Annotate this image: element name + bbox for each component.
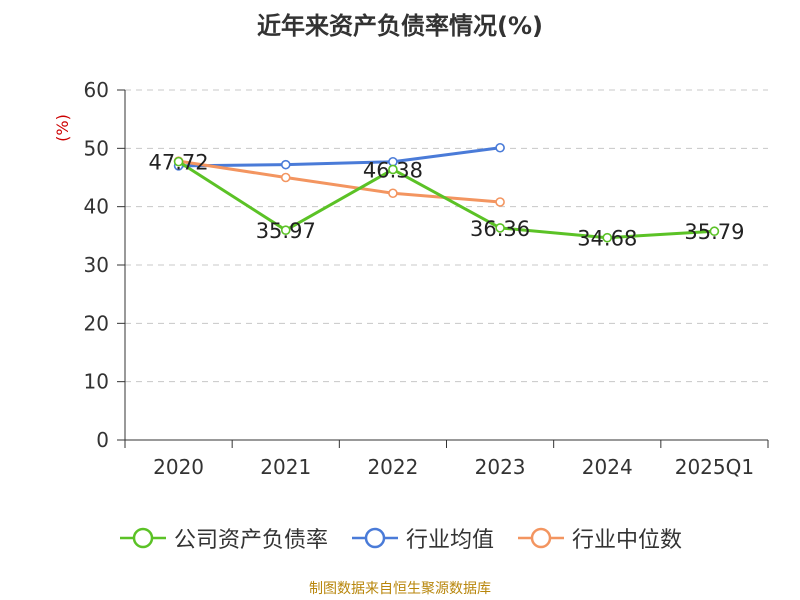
data-point	[495, 197, 505, 207]
y-tick-label: 50	[84, 136, 109, 160]
y-axis-label: (%)	[53, 114, 72, 142]
legend-marker	[530, 527, 552, 549]
x-tick-label: 2021	[260, 455, 311, 479]
data-point	[280, 225, 291, 235]
data-point	[602, 232, 613, 243]
x-tick-label: 2025Q1	[675, 455, 754, 479]
y-tick-label: 30	[84, 253, 109, 277]
data-point	[280, 159, 291, 170]
data-point	[280, 172, 291, 183]
series	[173, 142, 720, 243]
data-label: 34.68	[577, 227, 637, 251]
chart-title: 近年来资产负债率情况(%)	[257, 12, 543, 40]
legend-label: 公司资产负债率	[173, 528, 328, 553]
source-note: 制图数据来自恒生聚源数据库	[309, 581, 491, 597]
data-point	[173, 156, 184, 167]
grid-lines	[125, 89, 768, 383]
data-label: 36.36	[470, 217, 530, 241]
y-tick-label: 40	[84, 195, 109, 219]
data-point	[388, 188, 398, 199]
data-point	[388, 164, 398, 175]
legend-swatch	[518, 527, 564, 549]
data-point	[495, 142, 505, 153]
x-tick-label: 2022	[367, 455, 418, 479]
y-tick-label: 20	[84, 311, 109, 335]
legend-label: 行业中位数	[572, 528, 683, 553]
legend-marker	[132, 527, 154, 549]
legend-marker	[364, 527, 386, 549]
data-label: 47.72	[149, 151, 209, 175]
data-label: 35.97	[256, 219, 316, 243]
legend-item[interactable]: 公司资产负债率	[118, 522, 328, 554]
x-tick-label: 2023	[475, 455, 526, 479]
y-tick-label: 60	[84, 78, 109, 102]
legend: 公司资产负债率 行业均值 行业中位数	[0, 520, 800, 556]
data-label: 46.38	[363, 158, 423, 182]
x-tick-label: 2020	[153, 455, 204, 479]
y-tick-label: 10	[84, 370, 109, 394]
data-label: 35.79	[684, 220, 744, 244]
legend-label: 行业均值	[405, 528, 494, 553]
data-point	[709, 226, 720, 237]
legend-item[interactable]: 行业均值	[350, 522, 494, 554]
y-tick-label: 0	[96, 428, 109, 452]
series-line	[178, 159, 501, 204]
series-line	[177, 160, 715, 240]
legend-item[interactable]: 行业中位数	[516, 522, 682, 554]
legend-swatch	[119, 527, 166, 549]
data-point	[495, 223, 505, 233]
data-labels: 47.72 35.97 46.38 36.36 34.68 35.79	[149, 151, 745, 251]
axes: 0 10 20 30 40 50 60 2020 2021 2022 2023 2024 2025Q1	[84, 78, 769, 479]
legend-swatch	[351, 527, 398, 549]
x-tick-label: 2024	[582, 455, 633, 479]
series-line	[178, 146, 501, 168]
